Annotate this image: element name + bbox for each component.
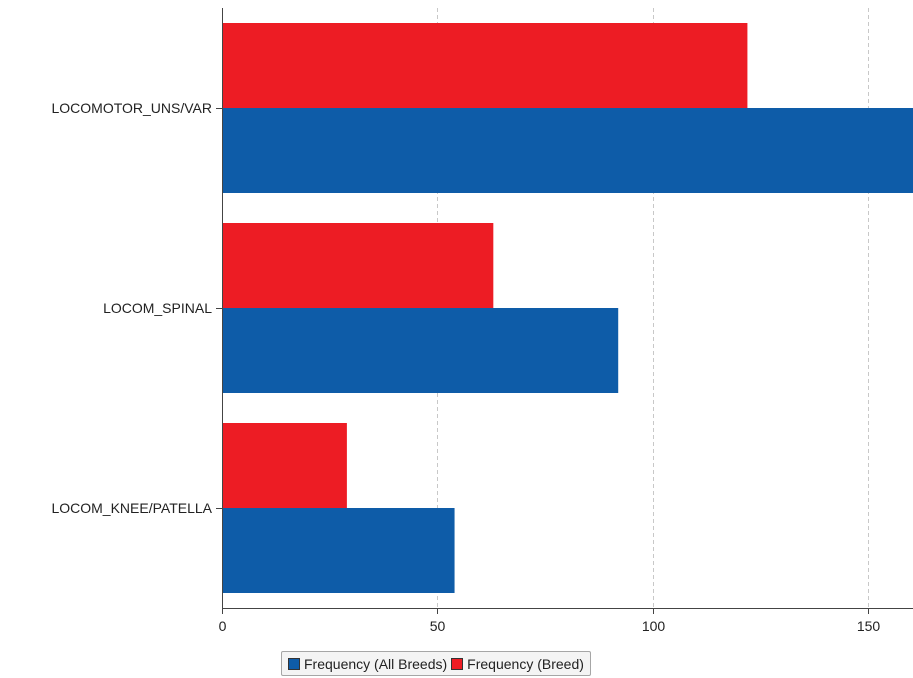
category-label: LOCOM_KNEE/PATELLA	[51, 500, 212, 516]
legend-swatch-breed	[451, 657, 464, 670]
legend-swatch-all-breeds	[288, 657, 300, 670]
x-tick-label: 0	[219, 618, 227, 634]
bar-all-breeds-2[interactable]	[222, 508, 455, 593]
axes	[216, 8, 913, 614]
bar-all-breeds-0[interactable]	[222, 108, 913, 193]
legend-label-breed: Frequency (Breed)	[467, 655, 584, 672]
tick-labels: 0 50 100 150	[219, 618, 881, 634]
bar-breed-2[interactable]	[222, 423, 347, 508]
x-tick-label: 150	[857, 618, 881, 634]
legend-item-all-breeds[interactable]: Frequency (All Breeds)	[288, 656, 447, 672]
bar-chart: 0 50 100 150 LOCOMOTOR_UNS/VARLOCOM_SPINALL…	[51, 8, 913, 634]
legend-label-all-breeds: Frequency (All Breeds)	[304, 655, 448, 672]
x-tick-label: 100	[642, 618, 666, 634]
legend-item-breed[interactable]: Frequency (Breed)	[451, 656, 584, 672]
category-label: LOCOMOTOR_UNS/VAR	[51, 100, 212, 116]
x-tick-label: 50	[430, 618, 446, 634]
chart-legend: Frequency (All Breeds) Frequency (Breed)	[281, 651, 591, 676]
bar-breed-0[interactable]	[222, 23, 748, 108]
bars	[222, 23, 913, 593]
bar-all-breeds-1[interactable]	[222, 308, 619, 393]
category-label: LOCOM_SPINAL	[103, 300, 212, 316]
category-labels: LOCOMOTOR_UNS/VAR LOCOM_SPINAL LOCOM_KNEE/…	[51, 100, 212, 516]
bar-breed-1[interactable]	[222, 223, 494, 308]
